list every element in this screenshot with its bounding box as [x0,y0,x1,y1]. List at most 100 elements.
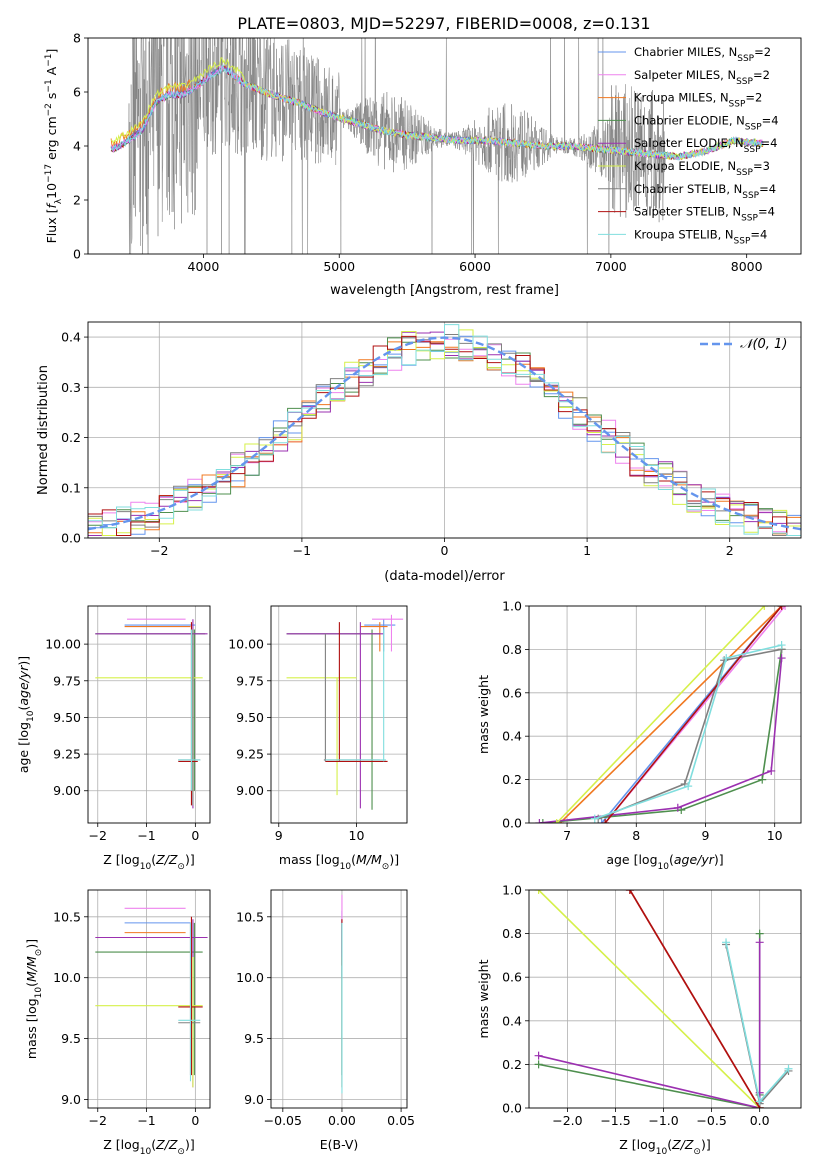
axes-frame [528,605,802,824]
x-axis-label: Z [log10(Z/Z⊙)] [619,1137,710,1157]
tick-label-y: 10.0 [236,970,264,985]
tick-label-x: 0 [191,1113,199,1128]
y-axis-label: Normed distribution [36,365,51,495]
tick-label-x: 7 [563,828,571,843]
spectrum-model-line [110,57,764,160]
tick-label-y: 0.1 [61,480,81,495]
x-axis-label: (data-model)/error [384,569,505,584]
tick-label-y: 1.0 [502,599,522,614]
legend-entry: Salpeter STELIB, NSSP=4 [634,205,775,224]
y-axis-label: age [log10(age/yr)] [16,656,36,773]
tick-label-y: 2 [73,193,81,208]
tick-label-x: −1.0 [648,1113,678,1128]
axes-frame [270,605,408,824]
panel-spectrum: 4000 5000 6000 7000 8000 0 2 4 6 8 wavelength [Ang… [44,31,802,298]
tick-label-y: 0.4 [502,729,522,744]
tick-label-y: 10.0 [53,970,81,985]
weight-line [538,890,761,1108]
tick-label-y: 0.3 [61,380,81,395]
panel-age-vs-mass: 9 10 9.00 9.25 9.50 9.75 10.00 mass [log10(M/M⊙… [228,605,408,872]
tick-label-x: −0.5 [696,1113,726,1128]
tick-label-y: 4 [73,139,81,154]
tick-label-y: 10.5 [53,909,81,924]
weight-marker [673,803,682,812]
suptitle: PLATE=0803, MJD=52297, FIBERID=0008, z=0… [237,14,650,33]
plot-area-mass-vs-Z [95,907,208,1088]
weight-marker [758,775,767,784]
weight-marker [777,606,786,610]
axes-frame [87,321,802,539]
weight-marker [755,929,764,938]
x-axis-label: mass [log10(M/M⊙)] [279,852,399,872]
weight-line [538,942,761,1108]
tick-label-x: 8 [632,828,640,843]
legend: Chabrier MILES, NSSP=2 Salpeter MILES, NS… [598,45,779,246]
axes-frame [87,605,211,824]
plot-area-weight-vs-Z [534,890,793,1108]
tick-label-y: 0.4 [61,330,81,345]
axes-frame [528,889,802,1109]
x-axis-label: Z [log10(Z/Z⊙)] [103,1137,194,1157]
weight-marker [684,782,693,791]
x-axis-label: age [log10(age/yr)] [606,852,723,872]
tick-label-y: 0.6 [502,685,522,700]
y-axis-label: mass weight [476,959,491,1038]
tick-label-y: 1.0 [502,883,522,898]
weight-marker [625,890,634,894]
weight-marker [538,819,547,823]
weight-marker [534,890,543,894]
tick-label-y: 0.0 [61,531,81,546]
tick-label-x: 2 [726,543,734,558]
tick-label-y: 0.0 [502,1101,522,1116]
tick-label-y: 0.6 [502,970,522,985]
tick-label-x: −1.5 [600,1113,630,1128]
plot-area-weight-vs-age [535,606,790,823]
weight-line [604,606,783,823]
weight-line [725,942,790,1104]
legend-entry: Kroupa MILES, NSSP=2 [634,91,762,110]
tick-label-y: 0.8 [502,926,522,941]
plot-area-spectrum [110,38,764,254]
tick-label-x: −0.05 [264,1113,302,1128]
tick-label-y: 0.2 [61,430,81,445]
tick-label-x: 9 [275,828,283,843]
weight-marker [777,654,786,663]
legend-entry: Kroupa STELIB, NSSP=4 [634,227,767,246]
weight-marker [534,1051,543,1060]
tick-label-y: 10.00 [45,637,81,652]
plot-area-age-vs-Z [95,618,208,809]
tick-label-x: 7000 [595,259,627,274]
tick-label-x: 8000 [731,259,763,274]
tick-label-y: 0.2 [502,1057,522,1072]
panel-mass-vs-EBV: −0.05 0.00 0.05 9.0 9.5 10.0 10.5 E(B-V) [236,889,415,1152]
panel-weight-vs-age: 7 8 9 10 0.0 0.2 0.4 0.6 0.8 1.0 age [log10(age/yr… [476,599,802,872]
tick-label-y: 9.75 [53,673,81,688]
tick-label-y: 0.0 [502,816,522,831]
panel-weight-vs-Z: −2.0 −1.5 −1.0 −0.5 0.0 0.0 0.2 0.4 0.6 0.8 1.0 Z [… [476,883,802,1157]
axes-frame [87,37,802,255]
tick-label-y: 0 [73,247,81,262]
legend-entry: Salpeter ELODIE, NSSP=4 [634,136,777,155]
tick-label-y: 9.75 [236,673,264,688]
tick-label-y: 9.0 [244,1092,264,1107]
weight-marker [755,1097,764,1106]
tick-label-x: 0 [441,543,449,558]
tick-label-x: −2.0 [552,1113,582,1128]
axes-frame [270,889,408,1109]
weight-line [542,649,783,823]
x-axis-label: E(B-V) [320,1137,359,1152]
axes-frame [87,889,211,1109]
weight-line [539,658,783,823]
histogram-step [88,324,801,536]
tick-label-y: 9.50 [236,710,264,725]
panel-age-vs-Z: −2 −1 0 9.00 9.25 9.50 9.75 10.00 Z [log10(Z/Z⊙)… [16,605,211,872]
tick-label-y: 9.25 [53,747,81,762]
weight-marker [760,606,769,610]
tick-label-y: 6 [73,85,81,100]
tick-label-x: 4000 [188,259,220,274]
weight-marker [784,1064,793,1073]
tick-label-y: 9.5 [244,1031,264,1046]
y-axis-label: Flux [fλ10−17 erg cm−2 s−1 A−1] [44,49,64,244]
tick-label-y: 0.2 [502,772,522,787]
